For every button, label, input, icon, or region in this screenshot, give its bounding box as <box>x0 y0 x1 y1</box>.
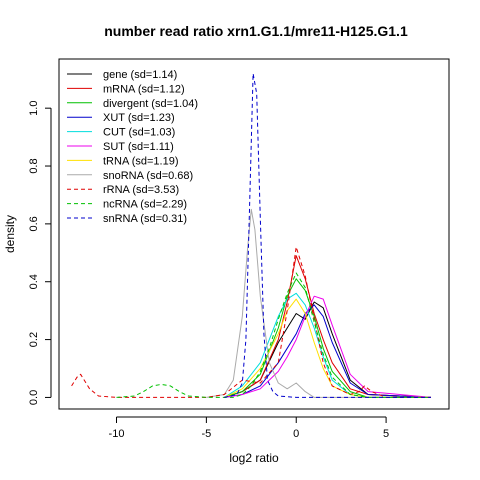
legend-label-5: CUT (sd=1.03) <box>103 127 175 139</box>
y-tick-label: 0.4 <box>28 274 40 289</box>
series-line-9 <box>71 246 431 398</box>
legend-label-4: XUT (sd=1.23) <box>103 112 175 124</box>
chart-title: number read ratio xrn1.G1.1/mre11-H125.G… <box>104 23 408 39</box>
x-tick-label: 0 <box>293 428 299 440</box>
series-line-8 <box>206 208 431 398</box>
legend-label-11: snRNA (sd=0.31) <box>103 213 187 225</box>
legend-label-3: divergent (sd=1.04) <box>103 98 198 110</box>
series-line-10 <box>116 272 431 398</box>
legend-label-2: mRNA (sd=1.12) <box>103 83 185 95</box>
series-line-3 <box>224 278 431 398</box>
series-line-2 <box>224 255 432 398</box>
x-tick-label: -10 <box>109 428 125 440</box>
x-tick-label: -5 <box>201 428 211 440</box>
y-tick-label: 0.8 <box>28 158 40 173</box>
y-tick-label: 0.0 <box>28 390 40 405</box>
plot-frame <box>58 58 450 410</box>
x-axis: -10 -5 0 5 <box>109 416 389 440</box>
series-line-11 <box>224 73 431 398</box>
series-line-6 <box>224 295 432 398</box>
x-axis-label: log2 ratio <box>229 451 279 465</box>
legend-label-6: SUT (sd=1.11) <box>103 141 174 153</box>
y-axis: 0.0 0.2 0.4 0.6 0.8 1.0 <box>28 101 52 405</box>
x-tick-label: 5 <box>383 428 389 440</box>
y-tick-label: 0.6 <box>28 216 40 231</box>
plot-area <box>71 73 432 398</box>
legend-label-1: gene (sd=1.14) <box>103 69 177 81</box>
legend-label-9: rRNA (sd=3.53) <box>103 184 179 196</box>
y-tick-label: 0.2 <box>28 332 40 347</box>
legend-label-8: snoRNA (sd=0.68) <box>103 170 193 182</box>
legend-label-10: ncRNA (sd=2.29) <box>103 199 187 211</box>
y-axis-label: density <box>3 215 17 253</box>
y-tick-label: 1.0 <box>28 101 40 116</box>
legend-label-7: tRNA (sd=1.19) <box>103 155 179 167</box>
legend: gene (sd=1.14) mRNA (sd=1.12) divergent (s… <box>67 69 198 225</box>
